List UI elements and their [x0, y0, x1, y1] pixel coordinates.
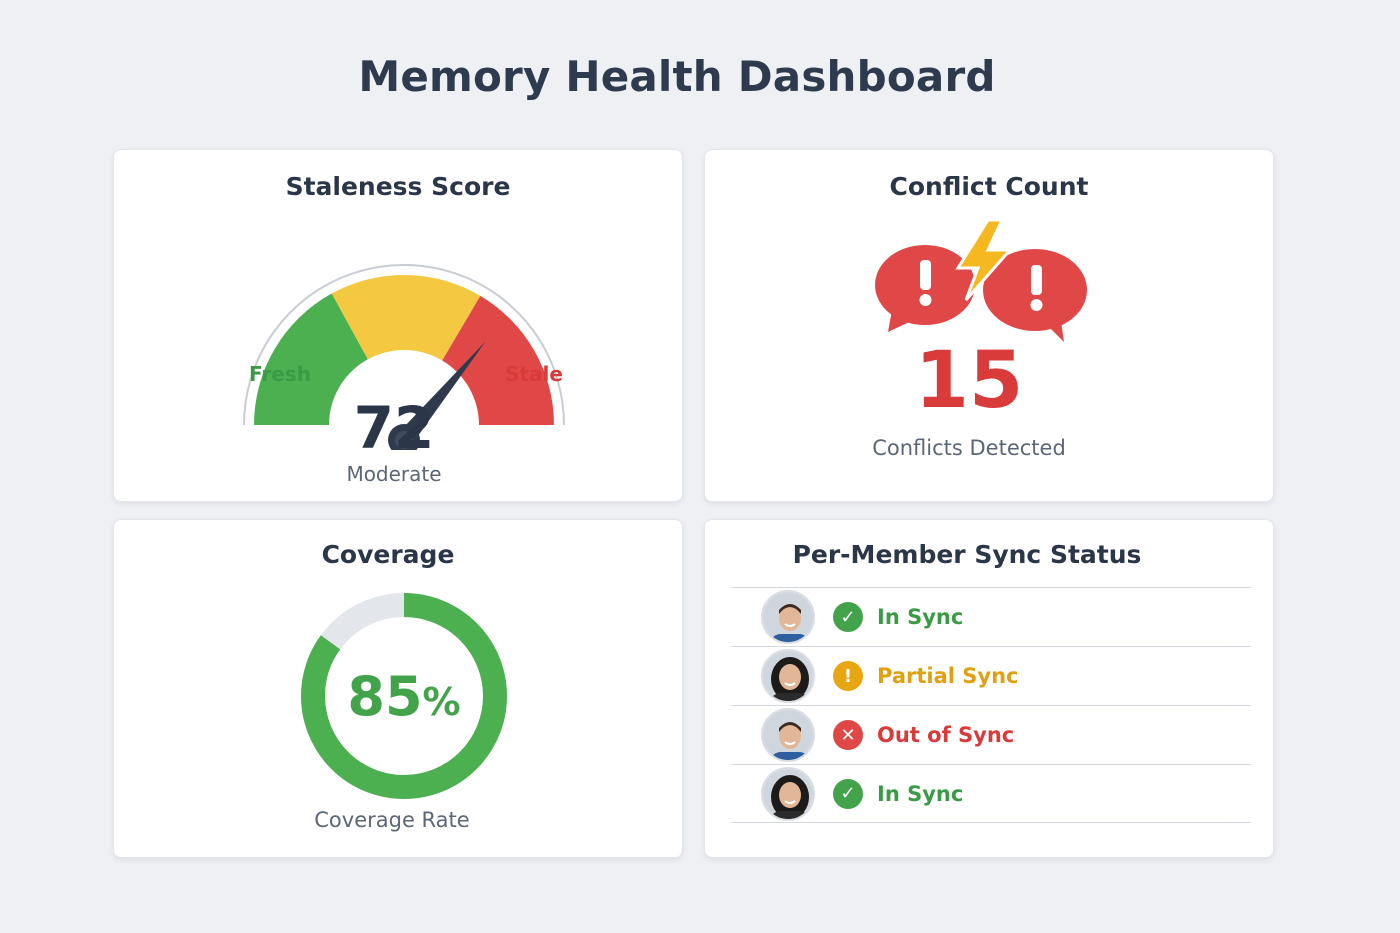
- conflict-count: 15: [914, 336, 1024, 426]
- staleness-status: Moderate: [346, 462, 442, 486]
- sync-title: Per-Member Sync Status: [792, 540, 1142, 569]
- sync-member-row: ! Partial Sync: [731, 646, 1251, 705]
- conflict-title: Conflict Count: [889, 172, 1089, 201]
- conflict-bubbles-lightning-icon: [875, 218, 1087, 342]
- member-male-avatar: [761, 708, 815, 762]
- sync-status-label: In Sync: [877, 781, 964, 806]
- coverage-unit: %: [422, 680, 461, 724]
- staleness-gauge: [243, 264, 565, 450]
- staleness-score: 72: [353, 394, 435, 462]
- gauge-segment-stale: [442, 295, 554, 425]
- gauge-segment-fresh: [254, 293, 368, 425]
- sync-member-list: ✓ In Sync ! Partial Sync ✕ Out of Sync ✓ In …: [731, 587, 1251, 823]
- sync-status-label: Out of Sync: [877, 723, 1015, 747]
- coverage-value: 85%: [294, 586, 514, 806]
- coverage-number: 85: [347, 664, 423, 728]
- coverage-title: Coverage: [321, 540, 455, 569]
- check-circle-icon: ✓: [833, 602, 863, 632]
- donut-fill: [301, 593, 507, 799]
- staleness-title: Staleness Score: [285, 172, 511, 201]
- check-circle-icon: ✓: [833, 778, 863, 809]
- member-female-avatar: [761, 766, 815, 821]
- sync-member-row: ✕ Out of Sync: [731, 705, 1251, 764]
- coverage-donut: [301, 593, 507, 799]
- page-title: Memory Health Dashboard: [358, 52, 996, 101]
- member-male-avatar: [761, 590, 815, 644]
- coverage-label: Coverage Rate: [314, 808, 470, 832]
- gauge-outer-arc: [243, 264, 565, 426]
- member-female-avatar: [761, 649, 815, 703]
- conflict-card: Conflict Count 15 Conflicts Detected: [704, 149, 1274, 502]
- gauge-max-label: Stale: [505, 362, 563, 386]
- conflict-label: Conflicts Detected: [872, 436, 1066, 460]
- exclamation-circle-icon: !: [833, 661, 863, 691]
- sync-status-label: In Sync: [877, 605, 964, 629]
- sync-member-row: ✓ In Sync: [731, 587, 1251, 646]
- staleness-card: Staleness Score Fresh Stale 72 Moderate: [113, 149, 683, 502]
- x-circle-icon: ✕: [833, 720, 863, 750]
- coverage-card: Coverage 85% Coverage Rate: [113, 519, 683, 858]
- sync-member-row: ✓ In Sync: [731, 764, 1251, 823]
- gauge-needle: [388, 341, 486, 450]
- sync-card: Per-Member Sync Status ✓ In Sync ! Partial…: [704, 519, 1274, 858]
- gauge-segment-moderate: [331, 275, 481, 361]
- gauge-min-label: Fresh: [249, 362, 311, 386]
- sync-status-label: Partial Sync: [877, 664, 1019, 688]
